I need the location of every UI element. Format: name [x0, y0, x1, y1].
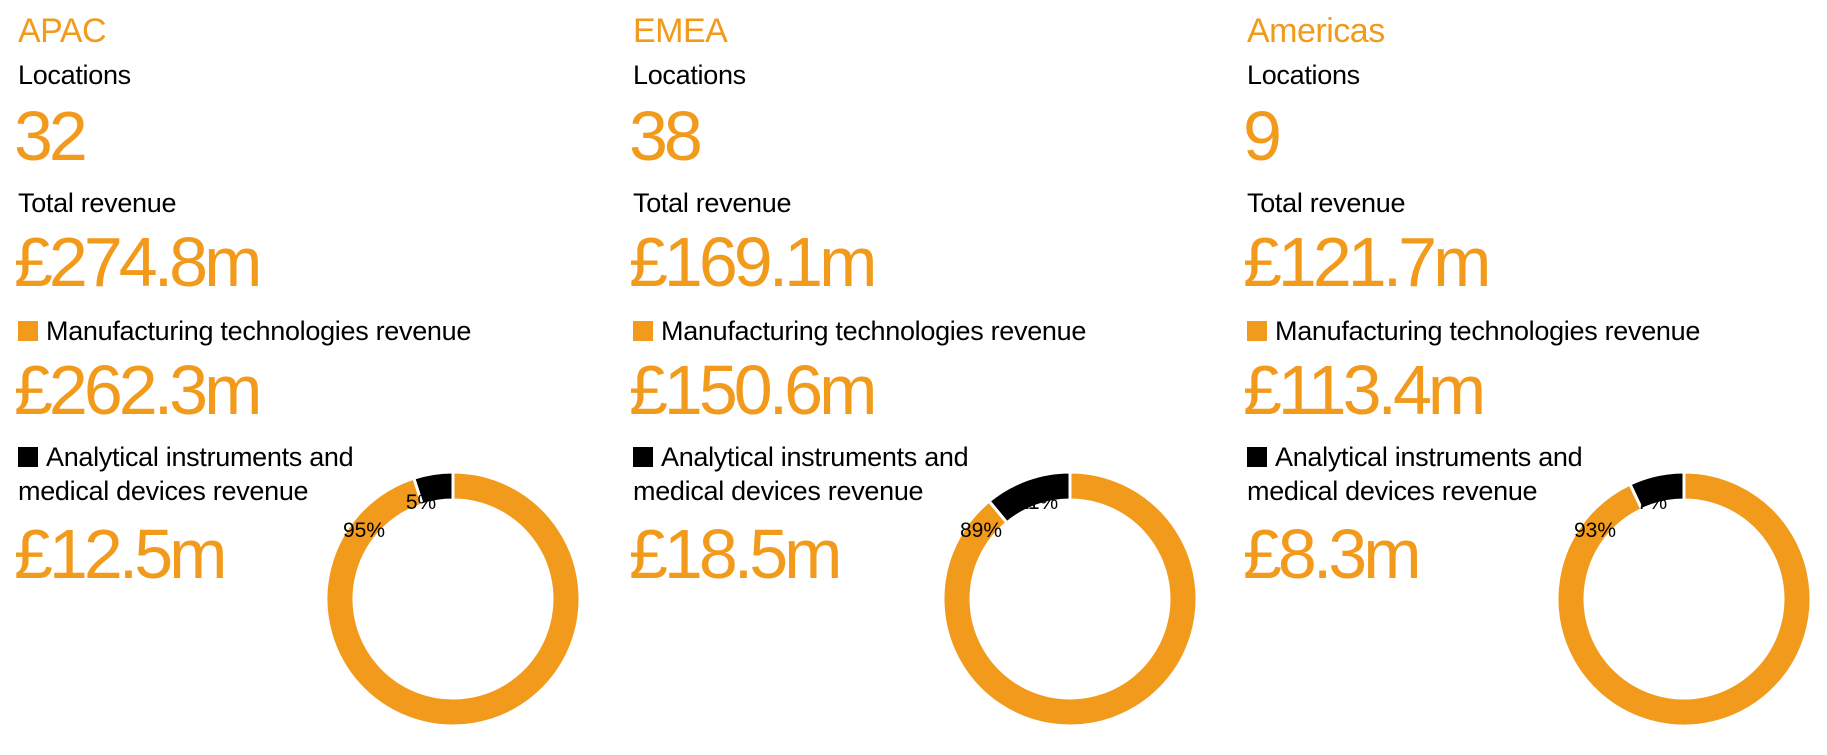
revenue-donut-americas: 93% 7%: [1539, 454, 1827, 744]
locations-label: Locations: [1247, 60, 1360, 90]
locations-label: Locations: [633, 60, 746, 90]
total-revenue-label: Total revenue: [1247, 188, 1406, 218]
label-manufacturing-pct: 95%: [343, 519, 385, 542]
label-analytical-pct: 11%: [1018, 491, 1058, 514]
total-revenue-value: £121.7m: [1243, 223, 1491, 301]
donut-chart: 89% 11%: [941, 470, 1199, 728]
label-analytical-pct: 7%: [1637, 491, 1667, 514]
analytical-label: Analytical instruments and medical devic…: [1247, 442, 1583, 506]
slice-manufacturing: [941, 470, 1199, 728]
manufacturing-legend: Manufacturing technologies revenue: [1247, 316, 1700, 347]
region-title: Americas: [1247, 12, 1385, 50]
analytical-legend: Analytical instruments and medical devic…: [18, 440, 438, 508]
orange-swatch-icon: [1247, 321, 1267, 341]
analytical-revenue-value: £12.5m: [14, 515, 227, 593]
manufacturing-legend: Manufacturing technologies revenue: [633, 316, 1086, 347]
label-analytical-pct: 5%: [406, 491, 436, 514]
donut-chart: 95% 5%: [324, 470, 582, 728]
label-manufacturing-pct: 89%: [960, 519, 1002, 542]
region-emea: EMEA Locations 38 Total revenue £169.1m …: [615, 0, 1215, 755]
total-revenue-value: £169.1m: [629, 223, 877, 301]
manufacturing-label: Manufacturing technologies revenue: [46, 316, 472, 346]
region-apac: APAC Locations 32 Total revenue £274.8m …: [0, 0, 600, 755]
analytical-label: Analytical instruments and medical devic…: [633, 442, 969, 506]
analytical-label: Analytical instruments and medical devic…: [18, 442, 354, 506]
orange-swatch-icon: [18, 321, 38, 341]
locations-value: 9: [1243, 97, 1282, 175]
analytical-revenue-value: £8.3m: [1243, 515, 1422, 593]
manufacturing-label: Manufacturing technologies revenue: [1275, 316, 1701, 346]
revenue-donut-emea: 89% 11%: [925, 454, 1215, 744]
total-revenue-label: Total revenue: [18, 188, 177, 218]
manufacturing-label: Manufacturing technologies revenue: [661, 316, 1087, 346]
locations-value: 32: [14, 97, 88, 175]
region-title: APAC: [18, 12, 107, 50]
black-swatch-icon: [633, 447, 653, 467]
total-revenue-value: £274.8m: [14, 223, 262, 301]
manufacturing-revenue-value: £113.4m: [1243, 351, 1486, 429]
manufacturing-revenue-value: £150.6m: [629, 351, 877, 429]
slice-manufacturing: [1555, 470, 1813, 728]
black-swatch-icon: [18, 447, 38, 467]
black-swatch-icon: [1247, 447, 1267, 467]
donut-chart: 93% 7%: [1555, 470, 1813, 728]
locations-value: 38: [629, 97, 703, 175]
total-revenue-label: Total revenue: [633, 188, 792, 218]
region-title: EMEA: [633, 12, 728, 50]
locations-label: Locations: [18, 60, 131, 90]
region-americas: Americas Locations 9 Total revenue £121.…: [1229, 0, 1827, 755]
manufacturing-revenue-value: £262.3m: [14, 351, 262, 429]
manufacturing-legend: Manufacturing technologies revenue: [18, 316, 471, 347]
analytical-revenue-value: £18.5m: [629, 515, 842, 593]
revenue-donut-apac: 95% 5%: [308, 454, 598, 744]
analytical-legend: Analytical instruments and medical devic…: [633, 440, 1053, 508]
slice-manufacturing: [324, 470, 582, 728]
orange-swatch-icon: [633, 321, 653, 341]
label-manufacturing-pct: 93%: [1574, 519, 1616, 542]
analytical-legend: Analytical instruments and medical devic…: [1247, 440, 1667, 508]
